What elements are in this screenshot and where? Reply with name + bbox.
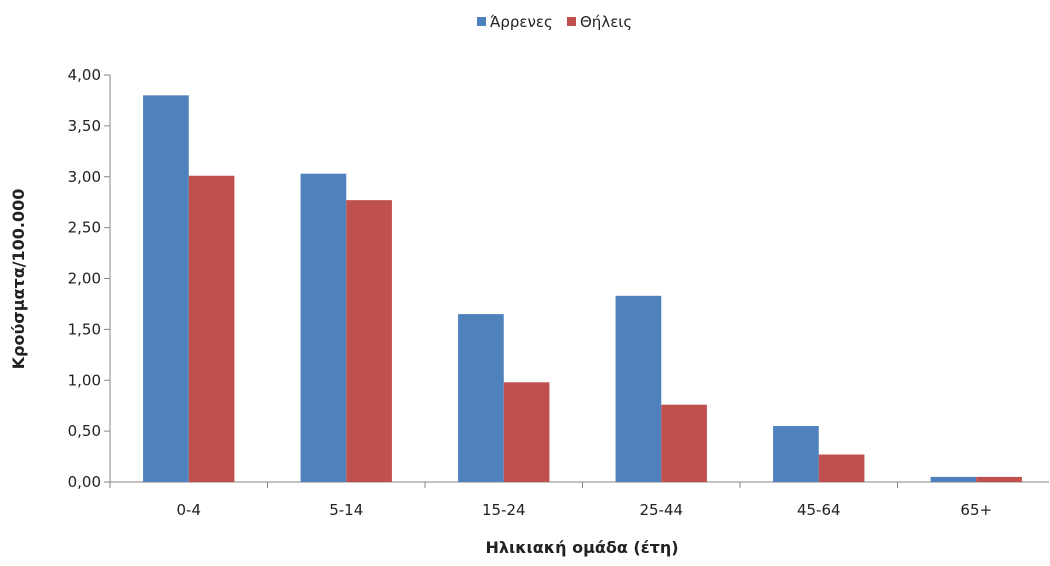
bar-female xyxy=(818,454,865,482)
bar-male xyxy=(615,295,662,482)
x-tick-label: 0-4 xyxy=(177,501,202,519)
y-axis: 0,00 0,50 1,00 1,50 2,00 2,50 3,00 3,50 4,00 xyxy=(68,66,111,491)
x-tick-label: 65+ xyxy=(960,501,992,519)
legend-swatch xyxy=(477,17,486,26)
bar-female xyxy=(661,404,707,482)
bar-male xyxy=(458,314,504,482)
x-tick-label: 45-64 xyxy=(797,501,841,519)
bar-male xyxy=(773,426,819,482)
bar-female xyxy=(503,382,550,482)
legend-label: Άρρενες xyxy=(490,13,553,31)
legend-label: Θήλεις xyxy=(580,13,632,31)
y-tick-label: 4,00 xyxy=(68,66,101,84)
y-tick-label: 0,00 xyxy=(68,473,101,491)
y-axis-title: Κρούσματα/100.000 xyxy=(9,189,28,370)
x-tick-label: 15-24 xyxy=(482,501,526,519)
x-tick-label: 5-14 xyxy=(329,501,363,519)
y-tick-label: 3,50 xyxy=(68,117,101,135)
legend: Άρρενες Θήλεις xyxy=(477,13,632,31)
y-tick-label: 1,00 xyxy=(68,371,101,389)
bar-female xyxy=(346,200,392,482)
bar-female xyxy=(976,476,1022,482)
bar-male xyxy=(930,476,977,482)
bars-group xyxy=(143,95,1022,483)
x-tick-label: 25-44 xyxy=(639,501,683,519)
y-tick-label: 1,50 xyxy=(68,320,101,338)
x-axis: 0-4 5-14 15-24 25-44 45-64 65+ xyxy=(109,481,1049,519)
bar-male xyxy=(300,173,347,482)
y-tick-label: 3,00 xyxy=(68,168,101,186)
bar-female xyxy=(188,175,235,483)
bar-male xyxy=(143,95,189,482)
x-axis-title: Ηλικιακή ομάδα (έτη) xyxy=(485,538,678,557)
y-tick-label: 0,50 xyxy=(68,422,101,440)
y-tick-label: 2,50 xyxy=(68,219,101,237)
legend-swatch xyxy=(567,17,576,26)
y-tick-label: 2,00 xyxy=(68,270,101,288)
